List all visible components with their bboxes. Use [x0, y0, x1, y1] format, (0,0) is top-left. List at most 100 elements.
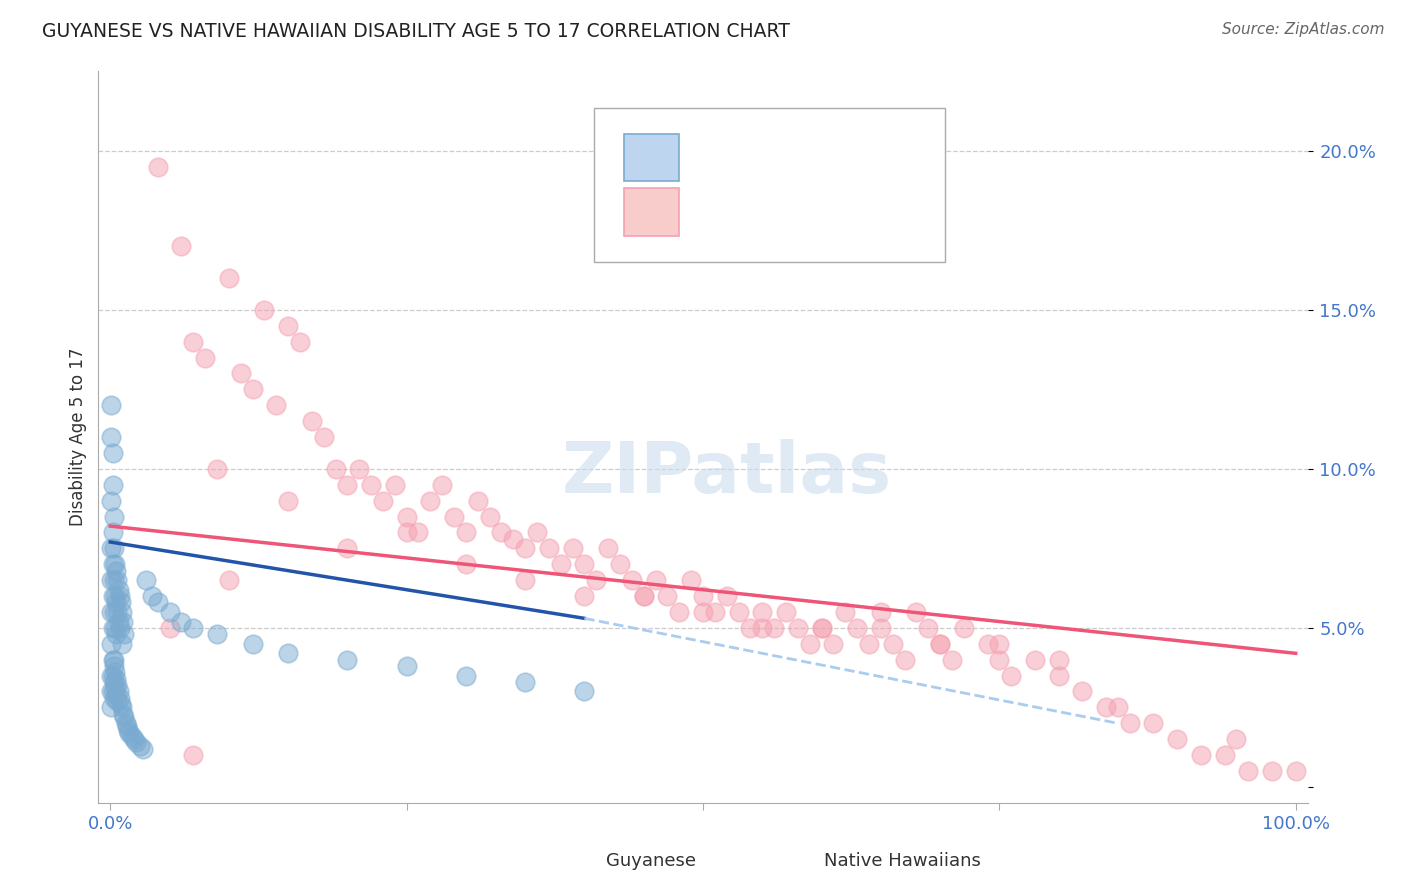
Point — [112, 706, 135, 721]
Point — [395, 509, 418, 524]
Point — [1189, 748, 1212, 763]
Point — [395, 525, 418, 540]
Point — [786, 621, 808, 635]
Point — [122, 732, 145, 747]
Point — [515, 675, 537, 690]
Point — [104, 681, 127, 696]
Point — [834, 605, 856, 619]
Point — [858, 637, 880, 651]
Point — [103, 690, 125, 705]
Point — [810, 621, 832, 635]
Point — [105, 678, 128, 692]
Point — [132, 741, 155, 756]
Point — [537, 541, 560, 556]
Text: Guyanese: Guyanese — [606, 853, 696, 871]
FancyBboxPatch shape — [546, 843, 595, 880]
Point — [1071, 684, 1094, 698]
Point — [107, 684, 129, 698]
Point — [264, 398, 287, 412]
Point — [751, 621, 773, 635]
Point — [692, 605, 714, 619]
Point — [105, 595, 128, 609]
Point — [336, 653, 359, 667]
Point — [775, 605, 797, 619]
Point — [104, 621, 127, 635]
Point — [100, 430, 122, 444]
Point — [181, 621, 204, 635]
Point — [515, 573, 537, 587]
Point — [129, 739, 152, 753]
Point — [125, 735, 148, 749]
Point — [100, 668, 122, 682]
Point — [846, 621, 869, 635]
Point — [277, 646, 299, 660]
Point — [105, 605, 128, 619]
Point — [740, 621, 762, 635]
Point — [1225, 732, 1247, 747]
Point — [1285, 764, 1308, 778]
Text: ZIPatlas: ZIPatlas — [562, 439, 893, 508]
Point — [121, 729, 143, 743]
Point — [988, 637, 1011, 651]
Point — [107, 615, 129, 629]
Point — [799, 637, 821, 651]
Point — [105, 573, 128, 587]
Point — [242, 637, 264, 651]
Text: Source: ZipAtlas.com: Source: ZipAtlas.com — [1222, 22, 1385, 37]
Point — [491, 525, 513, 540]
Point — [905, 605, 928, 619]
Point — [277, 493, 299, 508]
Point — [598, 541, 620, 556]
Point — [644, 573, 666, 587]
Point — [101, 558, 124, 572]
Point — [668, 605, 690, 619]
Point — [633, 589, 655, 603]
Point — [952, 621, 974, 635]
Point — [443, 509, 465, 524]
Point — [1047, 653, 1070, 667]
Point — [336, 541, 359, 556]
Point — [526, 525, 548, 540]
Point — [703, 605, 725, 619]
Point — [170, 239, 193, 253]
Point — [114, 627, 136, 641]
Point — [100, 398, 122, 412]
Point — [882, 637, 904, 651]
Point — [988, 653, 1011, 667]
Point — [111, 700, 134, 714]
Point — [692, 589, 714, 603]
Point — [104, 589, 127, 603]
Point — [135, 573, 157, 587]
Point — [893, 653, 915, 667]
Point — [336, 477, 359, 491]
Point — [727, 605, 749, 619]
Point — [105, 627, 128, 641]
Text: R = -0.171   N = 102: R = -0.171 N = 102 — [697, 203, 897, 221]
Point — [869, 605, 891, 619]
Point — [105, 688, 128, 702]
Point — [114, 716, 136, 731]
Point — [181, 334, 204, 349]
Point — [277, 318, 299, 333]
Point — [118, 726, 141, 740]
Point — [105, 694, 128, 708]
Point — [108, 589, 131, 603]
Point — [101, 621, 124, 635]
Point — [146, 595, 169, 609]
FancyBboxPatch shape — [763, 843, 811, 880]
Point — [929, 637, 952, 651]
Point — [917, 621, 939, 635]
Point — [100, 493, 122, 508]
Point — [103, 509, 125, 524]
Point — [929, 637, 952, 651]
FancyBboxPatch shape — [624, 188, 679, 235]
Point — [1142, 716, 1164, 731]
Point — [114, 710, 136, 724]
Point — [325, 462, 347, 476]
Point — [104, 558, 127, 572]
Point — [1095, 700, 1118, 714]
Point — [159, 605, 181, 619]
Point — [101, 525, 124, 540]
Point — [810, 621, 832, 635]
Point — [633, 589, 655, 603]
